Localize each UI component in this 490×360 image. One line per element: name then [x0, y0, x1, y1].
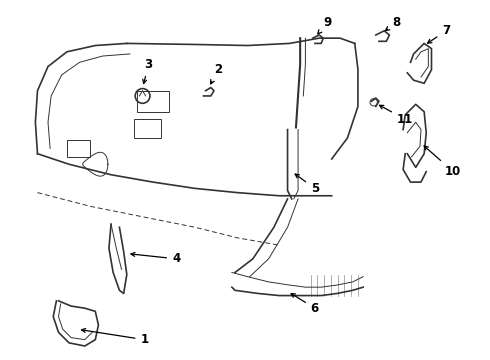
Text: 5: 5 [295, 174, 319, 195]
Text: 9: 9 [318, 16, 332, 34]
Text: 11: 11 [379, 105, 413, 126]
Text: 8: 8 [386, 16, 401, 31]
Text: 10: 10 [424, 146, 462, 178]
Text: 7: 7 [428, 24, 450, 43]
Text: 2: 2 [211, 63, 222, 84]
Text: 6: 6 [291, 293, 319, 315]
Text: 4: 4 [131, 252, 180, 265]
Text: 3: 3 [143, 58, 153, 84]
Text: 1: 1 [81, 329, 148, 346]
